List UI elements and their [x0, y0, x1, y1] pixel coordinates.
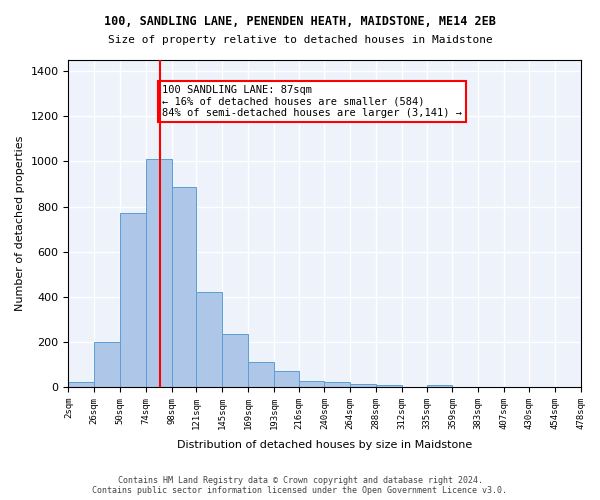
Bar — [120, 214, 146, 387]
Bar — [248, 362, 274, 387]
Bar — [350, 384, 376, 387]
Bar — [299, 382, 325, 387]
X-axis label: Distribution of detached houses by size in Maidstone: Distribution of detached houses by size … — [177, 440, 472, 450]
Text: 100, SANDLING LANE, PENENDEN HEATH, MAIDSTONE, ME14 2EB: 100, SANDLING LANE, PENENDEN HEATH, MAID… — [104, 15, 496, 28]
Text: Contains HM Land Registry data © Crown copyright and database right 2024.
Contai: Contains HM Land Registry data © Crown c… — [92, 476, 508, 495]
Bar — [146, 159, 172, 387]
Bar — [325, 382, 350, 387]
Bar — [222, 334, 248, 387]
Bar — [427, 384, 452, 387]
Text: 100 SANDLING LANE: 87sqm
← 16% of detached houses are smaller (584)
84% of semi-: 100 SANDLING LANE: 87sqm ← 16% of detach… — [162, 85, 462, 118]
Bar — [172, 188, 196, 387]
Bar — [376, 385, 402, 387]
Bar — [274, 371, 299, 387]
Bar — [68, 382, 94, 387]
Bar — [94, 342, 120, 387]
Y-axis label: Number of detached properties: Number of detached properties — [15, 136, 25, 311]
Text: Size of property relative to detached houses in Maidstone: Size of property relative to detached ho… — [107, 35, 493, 45]
Bar — [196, 292, 222, 387]
